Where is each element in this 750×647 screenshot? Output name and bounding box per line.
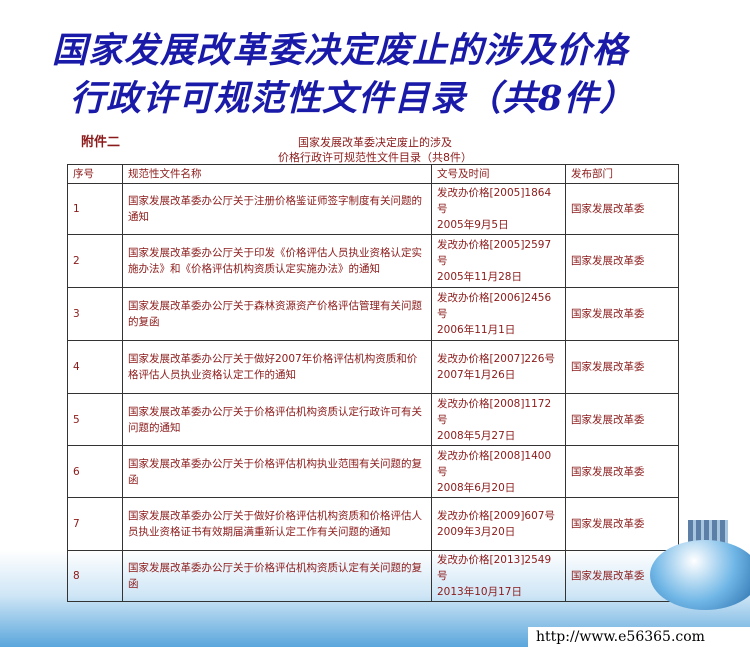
footer-url: http://www.e56365.com xyxy=(528,627,750,647)
doc-subtitle-line1: 国家发展改革委决定废止的涉及 xyxy=(298,136,452,149)
row-no: 7 xyxy=(67,497,123,551)
table-row: 8 国家发展改革委办公厅关于价格评估机构资质认定有关问题的复函 发改办价格[20… xyxy=(67,550,679,602)
row-dept: 国家发展改革委 xyxy=(565,287,679,341)
table-row: 4 国家发展改革委办公厅关于做好2007年价格评估机构资质和价格评估人员执业资格… xyxy=(67,340,679,394)
table-row: 6 国家发展改革委办公厅关于价格评估机构执业范围有关问题的复函 发改办价格[20… xyxy=(67,445,679,498)
row-docno: 发改办价格[2009]607号 2009年3月20日 xyxy=(431,497,566,551)
slide-title-line2: 行政许可规范性文件目录（共8件） xyxy=(70,78,636,119)
document-table: 序号 规范性文件名称 文号及时间 发布部门 1 国家发展改革委办公厅关于注册价格… xyxy=(67,164,679,602)
header-docno: 文号及时间 xyxy=(431,164,566,184)
row-name: 国家发展改革委办公厅关于做好2007年价格评估机构资质和价格评估人员执业资格认定… xyxy=(122,340,432,394)
row-docno: 发改办价格[2007]226号 2007年1月26日 xyxy=(431,340,566,394)
header-no: 序号 xyxy=(67,164,123,184)
table-row: 2 国家发展改革委办公厅关于印发《价格评估人员执业资格认定实施办法》和《价格评估… xyxy=(67,234,679,288)
doc-number: 发改办价格[2009]607号 xyxy=(437,510,555,522)
row-docno: 发改办价格[2013]2549号 2013年10月17日 xyxy=(431,550,566,602)
row-name: 国家发展改革委办公厅关于做好价格评估机构资质和价格评估人员执业资格证书有效期届满… xyxy=(122,497,432,551)
row-no: 6 xyxy=(67,445,123,498)
doc-number: 发改办价格[2008]1400号 xyxy=(437,449,552,478)
row-no: 4 xyxy=(67,340,123,394)
row-no: 5 xyxy=(67,393,123,446)
doc-date: 2006年11月1日 xyxy=(437,324,516,336)
header-name: 规范性文件名称 xyxy=(122,164,432,184)
row-name: 国家发展改革委办公厅关于价格评估机构资质认定行政许可有关问题的通知 xyxy=(122,393,432,446)
doc-date: 2008年5月27日 xyxy=(437,429,516,442)
doc-date: 2007年1月26日 xyxy=(437,369,516,381)
doc-number: 发改办价格[2005]2597号 xyxy=(437,239,552,267)
table-row: 1 国家发展改革委办公厅关于注册价格鉴证师签字制度有关问题的通知 发改办价格[2… xyxy=(67,183,679,235)
row-dept: 国家发展改革委 xyxy=(565,445,679,498)
row-dept: 国家发展改革委 xyxy=(565,393,679,446)
row-no: 8 xyxy=(67,550,123,602)
row-name: 国家发展改革委办公厅关于印发《价格评估人员执业资格认定实施办法》和《价格评估机构… xyxy=(122,234,432,288)
doc-date: 2005年9月5日 xyxy=(437,219,509,231)
row-no: 1 xyxy=(67,183,123,235)
table-row: 3 国家发展改革委办公厅关于森林资源资产价格评估管理有关问题的复函 发改办价格[… xyxy=(67,287,679,341)
doc-number: 发改办价格[2007]226号 xyxy=(437,353,555,365)
row-dept: 国家发展改革委 xyxy=(565,183,679,235)
row-docno: 发改办价格[2006]2456号 2006年11月1日 xyxy=(431,287,566,341)
row-name: 国家发展改革委办公厅关于价格评估机构资质认定有关问题的复函 xyxy=(122,550,432,602)
table-row: 7 国家发展改革委办公厅关于做好价格评估机构资质和价格评估人员执业资格证书有效期… xyxy=(67,497,679,551)
row-no: 3 xyxy=(67,287,123,341)
row-no: 2 xyxy=(67,234,123,288)
doc-date: 2009年3月20日 xyxy=(437,526,516,538)
doc-number: 发改办价格[2006]2456号 xyxy=(437,292,552,320)
row-docno: 发改办价格[2008]1172号 2008年5月27日 xyxy=(431,393,566,446)
attachment-label: 附件二 xyxy=(81,135,121,150)
doc-date: 2013年10月17日 xyxy=(437,586,522,598)
slide-title-line1: 国家发展改革委决定废止的涉及价格 xyxy=(52,30,629,71)
doc-number: 发改办价格[2005]1864号 xyxy=(437,187,552,215)
doc-date: 2008年6月20日 xyxy=(437,481,516,494)
doc-number: 发改办价格[2013]2549号 xyxy=(437,554,552,582)
row-name: 国家发展改革委办公厅关于注册价格鉴证师签字制度有关问题的通知 xyxy=(122,183,432,235)
row-dept: 国家发展改革委 xyxy=(565,497,679,551)
row-docno: 发改办价格[2008]1400号 2008年6月20日 xyxy=(431,445,566,498)
row-name: 国家发展改革委办公厅关于森林资源资产价格评估管理有关问题的复函 xyxy=(122,287,432,341)
globe-decoration xyxy=(650,540,750,610)
row-dept: 国家发展改革委 xyxy=(565,234,679,288)
row-docno: 发改办价格[2005]2597号 2005年11月28日 xyxy=(431,234,566,288)
header-dept: 发布部门 xyxy=(565,164,679,184)
table-row: 5 国家发展改革委办公厅关于价格评估机构资质认定行政许可有关问题的通知 发改办价… xyxy=(67,393,679,446)
row-docno: 发改办价格[2005]1864号 2005年9月5日 xyxy=(431,183,566,235)
doc-subtitle-line2: 价格行政许可规范性文件目录（共8件） xyxy=(278,151,472,164)
row-dept: 国家发展改革委 xyxy=(565,340,679,394)
doc-number: 发改办价格[2008]1172号 xyxy=(437,397,552,426)
doc-date: 2005年11月28日 xyxy=(437,271,522,283)
row-name: 国家发展改革委办公厅关于价格评估机构执业范围有关问题的复函 xyxy=(122,445,432,498)
